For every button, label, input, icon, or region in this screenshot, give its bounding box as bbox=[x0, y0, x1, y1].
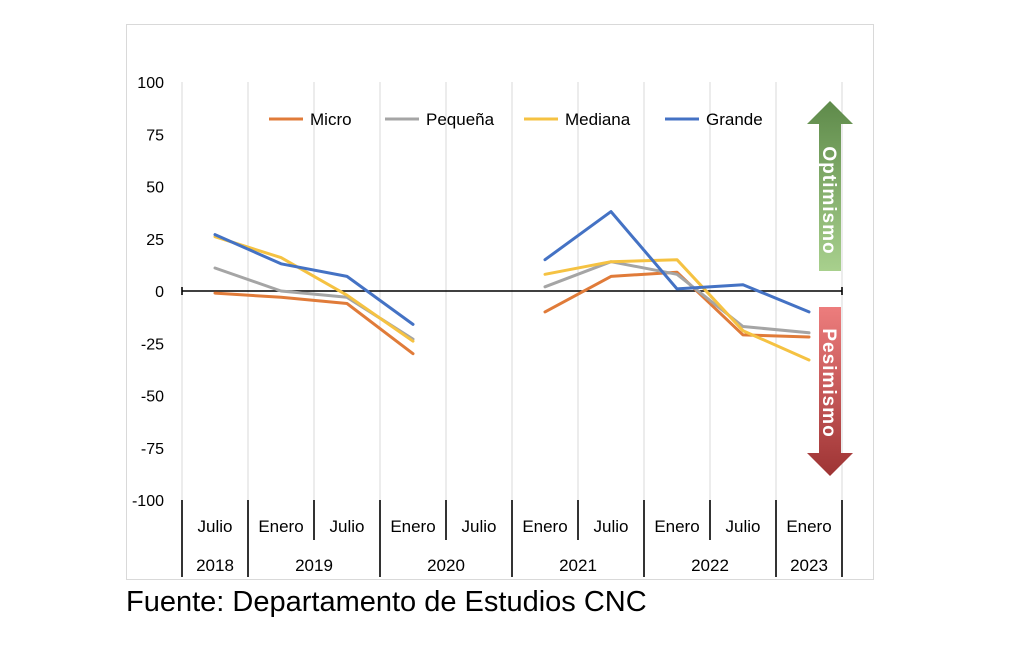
axes: 100 75 50 25 0 -25 -50 -75 -100 bbox=[132, 75, 843, 510]
y-tick-label: -100 bbox=[132, 493, 164, 510]
legend: Micro Pequeña Mediana Grande bbox=[269, 110, 763, 129]
y-tick-label: 50 bbox=[146, 180, 164, 197]
legend-label: Grande bbox=[706, 110, 763, 129]
period-label: Enero bbox=[654, 517, 699, 536]
sentiment-arrows: Optimismo Pesimismo bbox=[807, 101, 853, 476]
year-label: 2021 bbox=[559, 556, 597, 575]
optimism-label: Optimismo bbox=[818, 146, 839, 254]
period-label: Julio bbox=[330, 517, 365, 536]
period-label: Julio bbox=[594, 517, 629, 536]
period-label: Enero bbox=[390, 517, 435, 536]
year-label: 2020 bbox=[427, 556, 465, 575]
series-lines bbox=[213, 210, 811, 362]
period-label: Enero bbox=[786, 517, 831, 536]
year-label: 2018 bbox=[196, 556, 234, 575]
year-label: 2019 bbox=[295, 556, 333, 575]
y-tick-label: 25 bbox=[146, 232, 164, 249]
series-line-pequeña bbox=[543, 260, 811, 335]
y-tick-label: -50 bbox=[141, 389, 164, 406]
year-label: 2023 bbox=[790, 556, 828, 575]
pessimism-label: Pesimismo bbox=[818, 328, 839, 437]
series-line-micro bbox=[213, 291, 415, 356]
period-label: Enero bbox=[258, 517, 303, 536]
year-label: 2022 bbox=[691, 556, 729, 575]
y-tick-label: 0 bbox=[155, 284, 164, 301]
series-line-mediana bbox=[213, 235, 415, 343]
series-line-grande bbox=[543, 210, 811, 314]
series-line-grande bbox=[213, 233, 415, 326]
period-label: Julio bbox=[198, 517, 233, 536]
period-label: Julio bbox=[462, 517, 497, 536]
legend-label: Pequeña bbox=[426, 110, 495, 129]
legend-label: Mediana bbox=[565, 110, 631, 129]
period-label: Julio bbox=[726, 517, 761, 536]
legend-label: Micro bbox=[310, 110, 352, 129]
chart-frame: 100 75 50 25 0 -25 -50 -75 -100 Micro Pequeña Medi… bbox=[126, 24, 874, 580]
pessimism-arrow bbox=[807, 307, 853, 476]
source-note: Fuente: Departamento de Estudios CNC bbox=[126, 586, 647, 618]
series-line-micro bbox=[543, 270, 811, 339]
y-tick-label: 75 bbox=[146, 127, 164, 144]
series-line-mediana bbox=[543, 258, 811, 362]
period-label: Enero bbox=[522, 517, 567, 536]
y-tick-label: -25 bbox=[141, 336, 164, 353]
line-chart: 100 75 50 25 0 -25 -50 -75 -100 Micro Pequeña Medi… bbox=[132, 75, 853, 577]
category-axis: Julio Enero Julio Enero Julio Enero Julio Enero… bbox=[181, 500, 843, 577]
optimism-arrow bbox=[807, 101, 853, 271]
y-tick-label: 100 bbox=[137, 75, 164, 92]
y-tick-label: -75 bbox=[141, 441, 164, 458]
